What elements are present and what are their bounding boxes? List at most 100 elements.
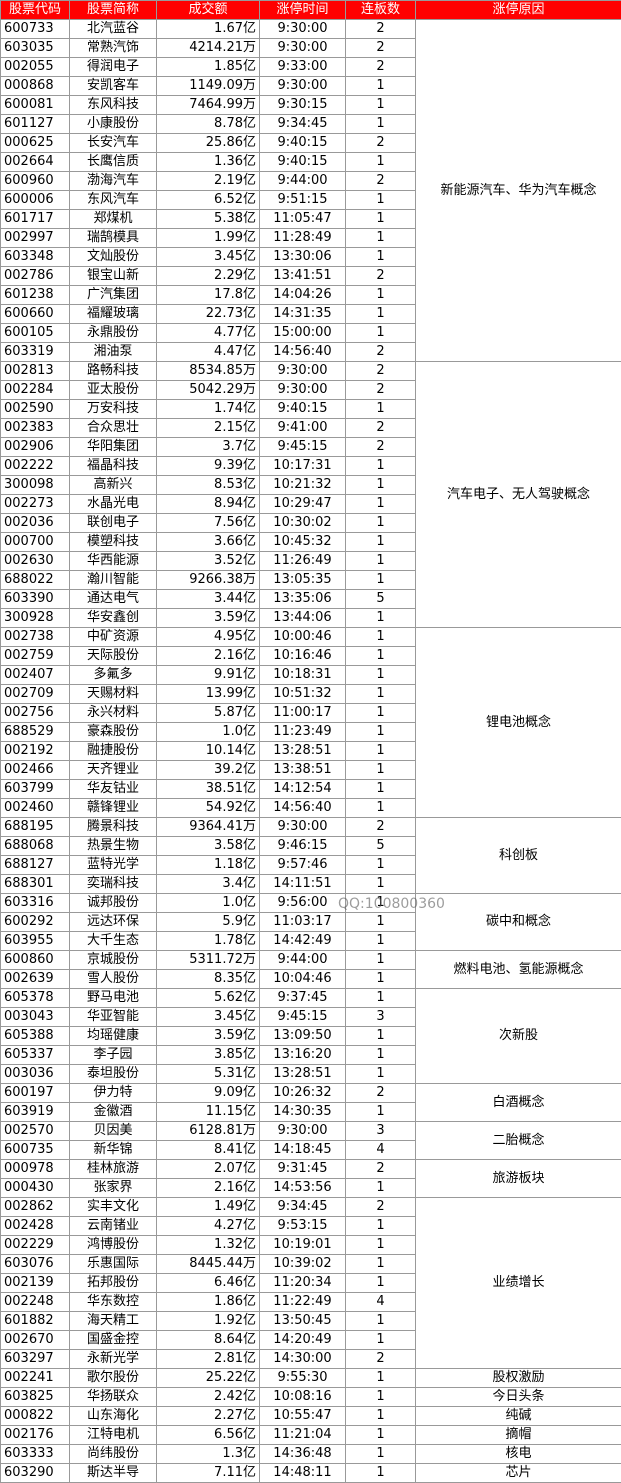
cell: 腾景科技 [69, 817, 157, 837]
cell: 15:00:00 [259, 323, 346, 343]
cell: 永兴材料 [69, 703, 157, 723]
cell: 1 [345, 1216, 416, 1236]
cell: 野马电池 [69, 988, 157, 1008]
stock-row: 002176 江特电机 6.56亿 11:21:04 1 摘帽 [0, 1425, 621, 1445]
cell: 600292 [0, 912, 70, 932]
cell: 10:17:31 [259, 456, 346, 476]
cell: 合众思壮 [69, 418, 157, 438]
cell: 1 [345, 551, 416, 571]
cell: 002639 [0, 969, 70, 989]
stock-row: 000430 张家界 2.16亿 14:53:56 1 [0, 1178, 621, 1198]
cell: 603076 [0, 1254, 70, 1274]
cell: 000868 [0, 76, 70, 96]
cell: 6.52亿 [156, 190, 260, 210]
cell: 9:56:00 [259, 893, 346, 913]
cell: 3.45亿 [156, 247, 260, 267]
cell: 2 [345, 171, 416, 191]
cell: 603348 [0, 247, 70, 267]
cell: 1 [345, 1368, 416, 1388]
cell: 1 [345, 684, 416, 704]
cell: 002786 [0, 266, 70, 286]
stock-row: 688127 蓝特光学 1.18亿 9:57:46 1 [0, 855, 621, 875]
stock-row: 601127 小康股份 8.78亿 9:34:45 1 [0, 114, 621, 134]
header-cell: 涨停时间 [259, 0, 346, 20]
cell: 4.27亿 [156, 1216, 260, 1236]
cell: 9:37:45 [259, 988, 346, 1008]
cell: 605378 [0, 988, 70, 1008]
stock-row: 002570 贝因美 6128.81万 9:30:00 3 二胎概念 [0, 1121, 621, 1160]
cell: 1 [345, 1273, 416, 1293]
cell: 8.35亿 [156, 969, 260, 989]
cell: 9:45:15 [259, 1007, 346, 1027]
cell: 天齐锂业 [69, 760, 157, 780]
reason-cell: 业绩增长 [415, 1197, 621, 1369]
cell: 8445.44万 [156, 1254, 260, 1274]
cell: 688068 [0, 836, 70, 856]
cell: 000700 [0, 532, 70, 552]
cell: 1.99亿 [156, 228, 260, 248]
cell: 38.51亿 [156, 779, 260, 799]
cell: 山东海化 [69, 1406, 157, 1426]
cell: 002428 [0, 1216, 70, 1236]
cell: 3.4亿 [156, 874, 260, 894]
cell: 6128.81万 [156, 1121, 260, 1141]
cell: 8.41亿 [156, 1140, 260, 1160]
stock-row: 002428 云南锗业 4.27亿 9:53:15 1 [0, 1216, 621, 1236]
cell: 601882 [0, 1311, 70, 1331]
cell: 1 [345, 931, 416, 951]
reason-cell: 新能源汽车、华为汽车概念 [415, 19, 621, 362]
cell: 1 [345, 494, 416, 514]
stock-row: 002590 万安科技 1.74亿 9:40:15 1 [0, 399, 621, 419]
stock-row: 603955 大千生态 1.78亿 14:42:49 1 [0, 931, 621, 951]
cell: 远达环保 [69, 912, 157, 932]
cell: 603290 [0, 1463, 70, 1483]
cell: 江特电机 [69, 1425, 157, 1445]
cell: 10:19:01 [259, 1235, 346, 1255]
cell: 603919 [0, 1102, 70, 1122]
cell: 1 [345, 285, 416, 305]
cell: 13:16:20 [259, 1045, 346, 1065]
cell: 6.46亿 [156, 1273, 260, 1293]
cell: 5.31亿 [156, 1064, 260, 1084]
cell: 诚邦股份 [69, 893, 157, 913]
cell: 300928 [0, 608, 70, 628]
cell: 002466 [0, 760, 70, 780]
reason-cell: 核电 [415, 1444, 621, 1464]
cell: 2 [345, 1083, 416, 1103]
cell: 多氟多 [69, 665, 157, 685]
cell: 002036 [0, 513, 70, 533]
cell: 1 [345, 1311, 416, 1331]
cell: 1.92亿 [156, 1311, 260, 1331]
cell: 5.9亿 [156, 912, 260, 932]
cell: 1 [345, 950, 416, 970]
cell: 13:44:06 [259, 608, 346, 628]
stock-row: 000978 桂林旅游 2.07亿 9:31:45 2 旅游板块 [0, 1159, 621, 1198]
cell: 银宝山新 [69, 266, 157, 286]
cell: 13:35:06 [259, 589, 346, 609]
cell: 603390 [0, 589, 70, 609]
stock-row: 002036 联创电子 7.56亿 10:30:02 1 [0, 513, 621, 533]
cell: 002997 [0, 228, 70, 248]
cell: 1 [345, 912, 416, 932]
cell: 603297 [0, 1349, 70, 1369]
cell: 2 [345, 817, 416, 837]
cell: 14:56:40 [259, 342, 346, 362]
cell: 联创电子 [69, 513, 157, 533]
cell: 7.11亿 [156, 1463, 260, 1483]
cell: 9266.38万 [156, 570, 260, 590]
cell: 9:40:15 [259, 133, 346, 153]
cell: 福晶科技 [69, 456, 157, 476]
cell: 瑞鹄模具 [69, 228, 157, 248]
stock-row: 603919 金徽酒 11.15亿 14:30:35 1 [0, 1102, 621, 1122]
cell: 1.86亿 [156, 1292, 260, 1312]
cell: 1 [345, 114, 416, 134]
cell: 13:28:51 [259, 741, 346, 761]
cell: 豪森股份 [69, 722, 157, 742]
cell: 1 [345, 513, 416, 533]
cell: 11:05:47 [259, 209, 346, 229]
cell: 9:55:30 [259, 1368, 346, 1388]
cell: 2.07亿 [156, 1159, 260, 1179]
stock-row: 002759 天际股份 2.16亿 10:16:46 1 [0, 646, 621, 666]
cell: 002383 [0, 418, 70, 438]
stock-row: 002284 亚太股份 5042.29万 9:30:00 2 [0, 380, 621, 400]
